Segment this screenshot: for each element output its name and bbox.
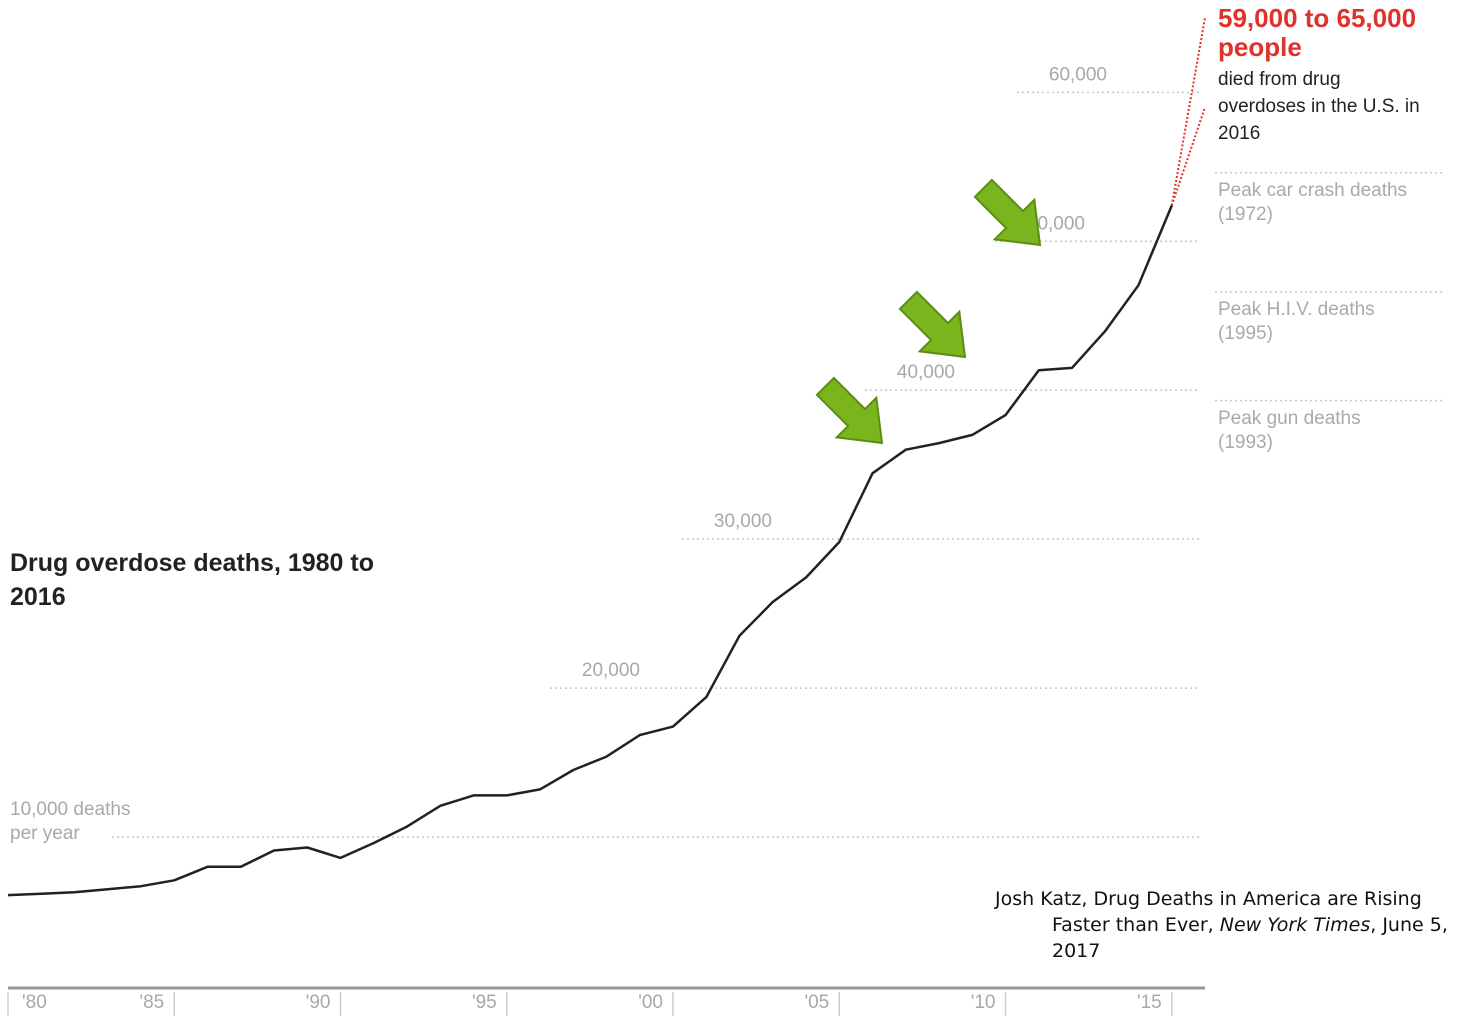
y-tick-label: 10,000 deaths (10, 799, 130, 820)
citation-text: Josh Katz, Drug Deaths in America are Ri… (995, 888, 1422, 936)
x-tick-label: '90 (306, 992, 331, 1013)
data-line (7, 205, 1173, 897)
y-tick-label: 60,000 (1049, 64, 1107, 85)
reference-label: Peak car crash deaths (1972) (1218, 179, 1408, 225)
annotation-arrows (815, 178, 1042, 445)
x-tick-label: '85 (139, 992, 164, 1013)
estimate-line (1170, 106, 1206, 206)
reference-label: Peak gun deaths (1993) (1218, 407, 1361, 453)
chart-title: Drug overdose deaths, 1980 to 2016 (10, 549, 375, 611)
estimate-line (1170, 17, 1206, 206)
x-tick-label: '00 (638, 992, 663, 1013)
y-unit-note: per year (10, 823, 80, 844)
arrow (898, 290, 967, 359)
estimate-note: died from drug overdoses in the U.S. in … (1218, 69, 1420, 144)
citation: Josh Katz, Drug Deaths in America are Ri… (995, 886, 1470, 964)
y-tick-label: 50,000 (1027, 213, 1085, 234)
y-tick-label: 30,000 (714, 511, 772, 532)
x-tick-label: '05 (804, 992, 829, 1013)
x-tick-label: '95 (472, 992, 497, 1013)
citation-date: , June 5, 2017 (1052, 914, 1448, 962)
y-tick-label: 40,000 (897, 362, 955, 383)
y-tick-label: 20,000 (582, 660, 640, 681)
reference-label: Peak H.I.V. deaths (1995) (1218, 298, 1375, 344)
x-tick-label: '15 (1137, 992, 1162, 1013)
arrow (815, 376, 884, 445)
citation-publication: New York Times (1219, 914, 1371, 936)
arrow (973, 178, 1042, 247)
x-tick-label: '10 (971, 992, 996, 1013)
estimate-range: 59,000 to 65,000 people (1218, 3, 1417, 62)
x-tick-label: '80 (22, 992, 47, 1013)
